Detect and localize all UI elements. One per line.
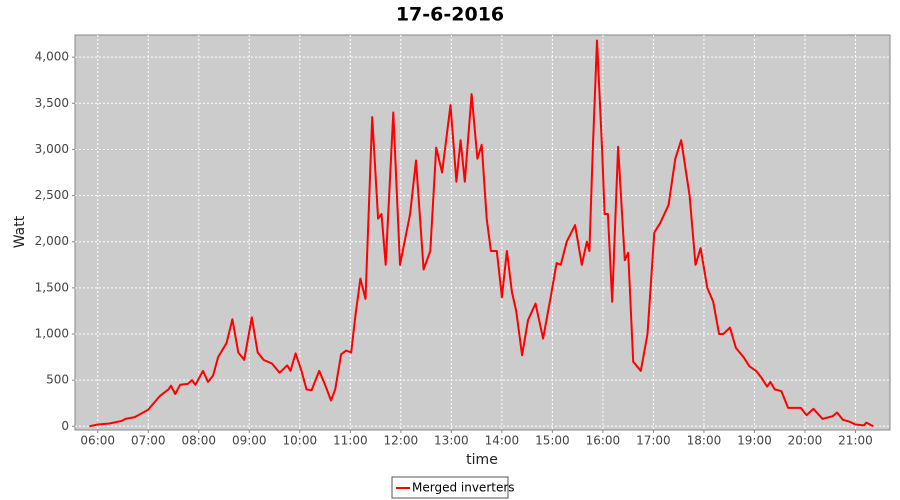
chart-title: 17-6-2016 [396, 4, 504, 26]
x-tick-label: 10:00 [283, 434, 318, 448]
y-tick-label: 1,500 [35, 280, 69, 294]
x-axis-label: time [466, 452, 498, 468]
x-tick-label: 20:00 [788, 434, 823, 448]
x-tick-label: 12:00 [384, 434, 419, 448]
x-tick-label: 06:00 [80, 434, 115, 448]
legend [391, 476, 509, 499]
x-tick-label: 13:00 [434, 434, 469, 448]
y-tick-label: 2,500 [35, 188, 69, 202]
x-tick-label: 14:00 [485, 434, 520, 448]
y-tick-label: 0 [61, 419, 69, 433]
y-axis-label: Watt [12, 215, 28, 248]
x-tick-label: 16:00 [586, 434, 621, 448]
line-series [89, 39, 874, 428]
x-tick-label: 08:00 [181, 434, 216, 448]
x-tick-label: 15:00 [535, 434, 570, 448]
x-tick-label: 09:00 [232, 434, 267, 448]
x-tick-label: 17:00 [636, 434, 671, 448]
x-tick-label: 21:00 [838, 434, 873, 448]
y-tick-label: 3,000 [35, 142, 69, 156]
y-tick-label: 1,000 [35, 327, 69, 341]
y-tick-label: 4,000 [35, 50, 69, 64]
x-tick-label: 07:00 [131, 434, 166, 448]
legend-label: Merged inverters [412, 481, 515, 495]
y-tick-label: 3,500 [35, 96, 69, 110]
x-tick-label: 18:00 [687, 434, 722, 448]
y-tick-label: 2,000 [35, 234, 69, 248]
x-tick-label: 11:00 [333, 434, 368, 448]
plot-area [74, 34, 891, 431]
x-tick-label: 19:00 [737, 434, 772, 448]
y-tick-label: 500 [46, 373, 69, 387]
